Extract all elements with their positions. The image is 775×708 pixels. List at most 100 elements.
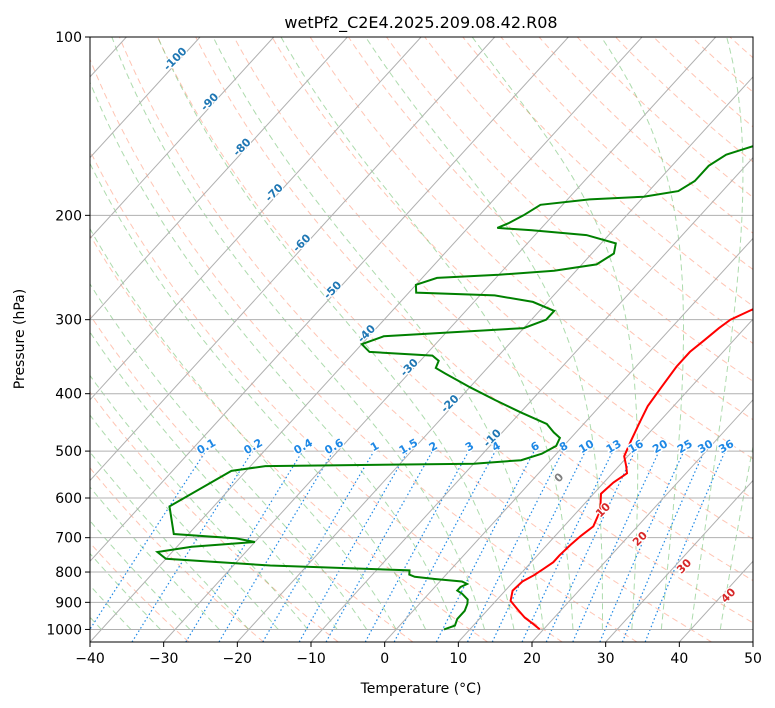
moist-adiabat-label: 30 [674, 556, 694, 576]
mixing-ratio-line [622, 451, 704, 642]
moist-adiabat [158, 37, 514, 629]
moist-adiabat [0, 37, 190, 629]
mixing-ratio-line [645, 451, 725, 642]
isotherm-label: -50 [321, 278, 344, 301]
moist-adiabat [366, 37, 603, 629]
mixing-ratio-label: 6 [529, 439, 542, 454]
x-tick-label: 20 [523, 651, 541, 667]
dry-adiabat [425, 37, 775, 642]
isotherm-gridline [0, 37, 495, 642]
dry-adiabat [0, 37, 338, 642]
mixing-ratio-label: 0.1 [195, 436, 218, 457]
isotherm-gridline [164, 37, 716, 642]
mixing-ratio-line [219, 451, 333, 642]
y-tick-label: 600 [55, 491, 82, 507]
mixing-ratio-label: 36 [716, 437, 736, 456]
dry-adiabat [272, 37, 775, 642]
mixing-ratio-label: 0.6 [322, 436, 346, 457]
moist-adiabat [213, 37, 543, 629]
dry-adiabat [119, 37, 711, 642]
mixing-ratio-label: 2 [427, 439, 440, 454]
mixing-ratio-line [600, 451, 684, 642]
x-tick-label: 30 [597, 651, 615, 667]
isotherm-gridline [0, 37, 347, 642]
isotherm-gridline [16, 37, 568, 642]
dry-adiabat [0, 37, 413, 642]
mixing-ratio-line [365, 451, 468, 642]
dry-adiabat [43, 37, 562, 642]
dry-adiabat [616, 37, 775, 642]
isotherm-label: -100 [161, 44, 190, 73]
isotherm-gridline [0, 37, 274, 642]
mixing-ratio-label: 1.5 [397, 436, 420, 457]
isotherm-label: -40 [355, 322, 378, 345]
mixing-ratio-label: 13 [604, 437, 624, 456]
mixing-ratio-line [263, 451, 374, 642]
y-tick-label: 100 [55, 30, 82, 46]
y-tick-label: 1000 [46, 622, 82, 638]
isotherm-label: -70 [263, 181, 286, 204]
dry-adiabat [768, 37, 775, 642]
y-axis: 100 200 300 400 500 600 700 800 900 1000 [46, 30, 90, 638]
dry-adiabat [654, 37, 775, 642]
y-tick-label: 300 [55, 313, 82, 329]
x-tick-label: −40 [75, 651, 105, 667]
isotherm-label: -80 [230, 135, 253, 158]
dry-adiabat [463, 37, 775, 642]
y-tick-label: 400 [55, 387, 82, 403]
isotherm-gridline [532, 37, 775, 642]
mixing-ratio-label: 0.4 [292, 436, 316, 457]
y-tick-label: 500 [55, 444, 82, 460]
dry-adiabat [539, 37, 775, 642]
dry-adiabat [730, 37, 775, 642]
moist-adiabat [0, 37, 278, 629]
y-tick-label: 200 [55, 208, 82, 224]
y-tick-label: 900 [55, 595, 82, 611]
moist-adiabat [0, 37, 337, 629]
moist-adiabat [0, 37, 249, 629]
moist-adiabat [0, 37, 308, 629]
mixing-ratio-line [468, 451, 563, 642]
background-lines [0, 37, 775, 642]
chart-title: wetPf2_C2E4.2025.209.08.42.R08 [284, 13, 557, 33]
mixing-ratio-line [394, 451, 495, 642]
isotherm-gridline [606, 37, 775, 642]
isotherm-label: -20 [438, 392, 461, 415]
mixing-ratio-label: 25 [675, 437, 695, 456]
mixing-ratio-label: 3 [463, 439, 476, 454]
moist-adiabat [720, 37, 775, 629]
y-axis-title: Pressure (hPa) [12, 289, 28, 389]
isotherm-gridline [385, 37, 775, 642]
y-tick-label: 700 [55, 531, 82, 547]
isotherm-gridline [458, 37, 775, 642]
dry-adiabat [158, 37, 775, 642]
x-tick-label: −30 [149, 651, 179, 667]
isotherm-gridline [0, 37, 200, 642]
series-layer [157, 37, 775, 629]
isotherm-label: -90 [198, 90, 221, 113]
moist-adiabat-label: 0 [552, 470, 567, 485]
x-tick-label: 50 [744, 651, 762, 667]
isopleth-labels: -100-90-80-70-60-50-40-30-20-100.1 0.2 0.4… [161, 44, 739, 605]
mixing-ratio-line [492, 451, 585, 642]
isotherm-label: -30 [398, 356, 421, 379]
x-tick-label: −10 [296, 651, 326, 667]
x-tick-label: −20 [223, 651, 253, 667]
dry-adiabat [387, 37, 775, 642]
plot-frame [90, 37, 753, 642]
mixing-ratio-label: 10 [577, 437, 597, 456]
isotherm-gridline [753, 37, 775, 642]
mixing-ratio-label: 20 [650, 437, 670, 456]
dry-adiabat [577, 37, 775, 642]
mixing-ratio-label: 30 [696, 437, 716, 456]
moist-adiabat [472, 37, 638, 629]
moist-adiabat [73, 37, 455, 629]
x-tick-label: 10 [449, 651, 467, 667]
x-tick-label: 0 [380, 651, 389, 667]
dewpoint-profile [157, 37, 775, 629]
dry-adiabat [0, 37, 264, 642]
x-axis-title: Temperature (°C) [360, 681, 482, 697]
y-tick-label: 800 [55, 565, 82, 581]
x-tick-label: 40 [670, 651, 688, 667]
